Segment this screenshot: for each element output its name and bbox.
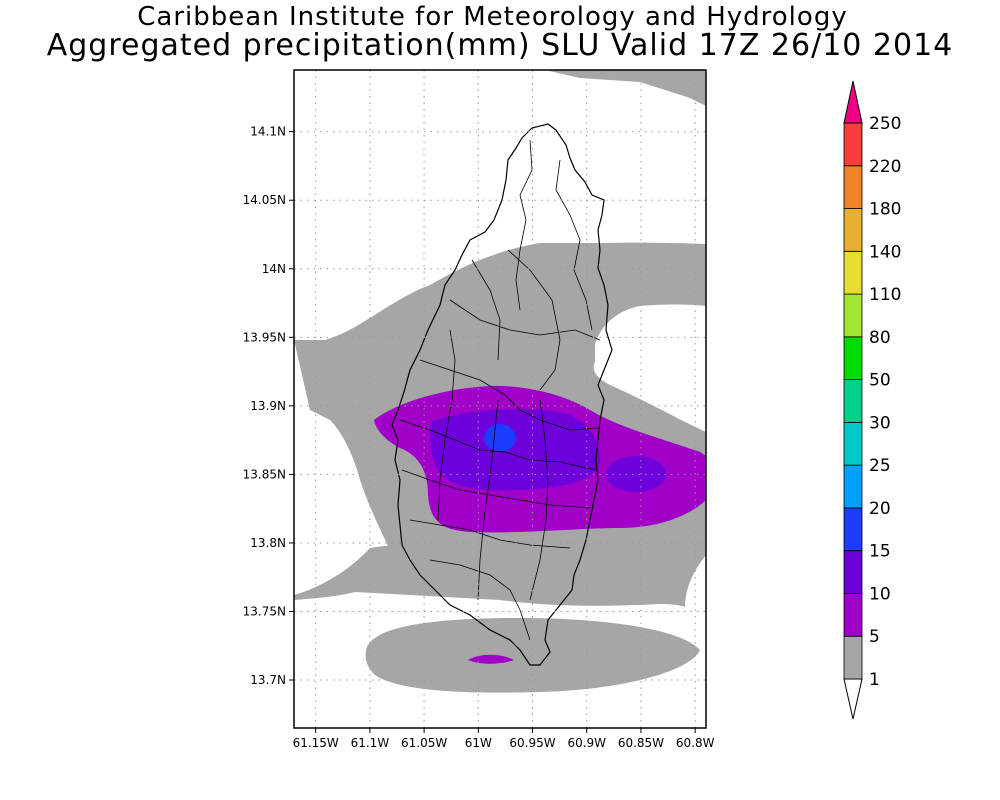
colorbar-level-label: 110 <box>869 285 901 305</box>
lon-tick-label: 60.8W <box>676 736 715 750</box>
lon-tick-label: 61.05W <box>401 736 447 750</box>
colorbar-level-label: 1 <box>869 670 880 690</box>
island-coastline <box>391 123 613 666</box>
lon-tick-label: 61.1W <box>351 736 390 750</box>
latitude-axis: 14.1N 14.05N 14N 13.95N 13.9N 13.85N 13.8N 13.7… <box>243 125 294 687</box>
colorbar-level-label: 220 <box>869 157 901 177</box>
longitude-axis: 61.15W 61.1W 61.05W 61W 60.95W 60.9W 60.85W 60.… <box>293 728 715 750</box>
lon-tick-label: 60.9W <box>567 736 606 750</box>
colorbar-segment <box>843 464 863 509</box>
colorbar-segment <box>843 336 863 381</box>
map-frame <box>293 69 707 729</box>
map-plot-area <box>294 70 706 728</box>
shade-grey-north <box>545 70 706 106</box>
lat-tick-label: 14.1N <box>250 125 286 139</box>
shade-purple-5mm-south <box>468 654 514 664</box>
lon-tick-label: 60.95W <box>509 736 555 750</box>
clear-region-west <box>294 414 322 520</box>
colorbar-segment <box>843 122 863 167</box>
district-boundaries <box>399 139 601 641</box>
shade-violet-10mm-east <box>606 456 666 492</box>
lat-tick-label: 13.85N <box>243 467 286 481</box>
colorbar-segment <box>843 379 863 423</box>
title-line-1: Caribbean Institute for Meteorology and … <box>137 2 848 32</box>
shade-blue-15mm <box>484 424 516 452</box>
shade-violet-10mm <box>430 409 600 491</box>
lon-tick-label: 61W <box>465 736 492 750</box>
lon-tick-label: 60.85W <box>618 736 664 750</box>
colorbar-segment <box>843 165 863 209</box>
colorbar-above-max-triangle <box>843 80 863 124</box>
lat-tick-label: 14.05N <box>243 193 286 207</box>
colorbar-level-label: 5 <box>869 627 880 647</box>
colorbar-segment <box>843 635 863 680</box>
colorbar-segment <box>843 507 863 552</box>
colorbar-level-label: 80 <box>869 328 891 348</box>
lat-tick-label: 13.9N <box>250 399 286 413</box>
colorbar-below-min-triangle <box>843 678 863 720</box>
lat-tick-label: 14N <box>262 262 286 276</box>
lat-tick-label: 13.75N <box>243 604 286 618</box>
colorbar-segment <box>843 208 863 252</box>
colorbar-level-label: 180 <box>869 200 901 220</box>
lat-tick-label: 13.8N <box>250 536 286 550</box>
colorbar-level-label: 140 <box>869 242 901 262</box>
lat-tick-label: 13.95N <box>243 330 286 344</box>
colorbar-segment <box>843 550 863 594</box>
colorbar-level-label: 10 <box>869 584 891 604</box>
colorbar-segment <box>843 293 863 338</box>
colorbar-segment <box>843 593 863 637</box>
lon-tick-label: 61.15W <box>293 736 339 750</box>
colorbar-segment <box>843 250 863 295</box>
colorbar-level-label: 30 <box>869 413 891 433</box>
colorbar-level-label: 250 <box>869 114 901 134</box>
lat-tick-label: 13.7N <box>250 673 286 687</box>
title-line-2: Aggregated precipitation(mm) SLU Valid 1… <box>46 28 954 63</box>
colorbar-level-label: 50 <box>869 371 891 391</box>
colorbar-level-label: 20 <box>869 499 891 519</box>
colorbar-segment <box>843 421 863 466</box>
colorbar-level-label: 25 <box>869 456 891 476</box>
colorbar-level-label: 15 <box>869 542 891 562</box>
